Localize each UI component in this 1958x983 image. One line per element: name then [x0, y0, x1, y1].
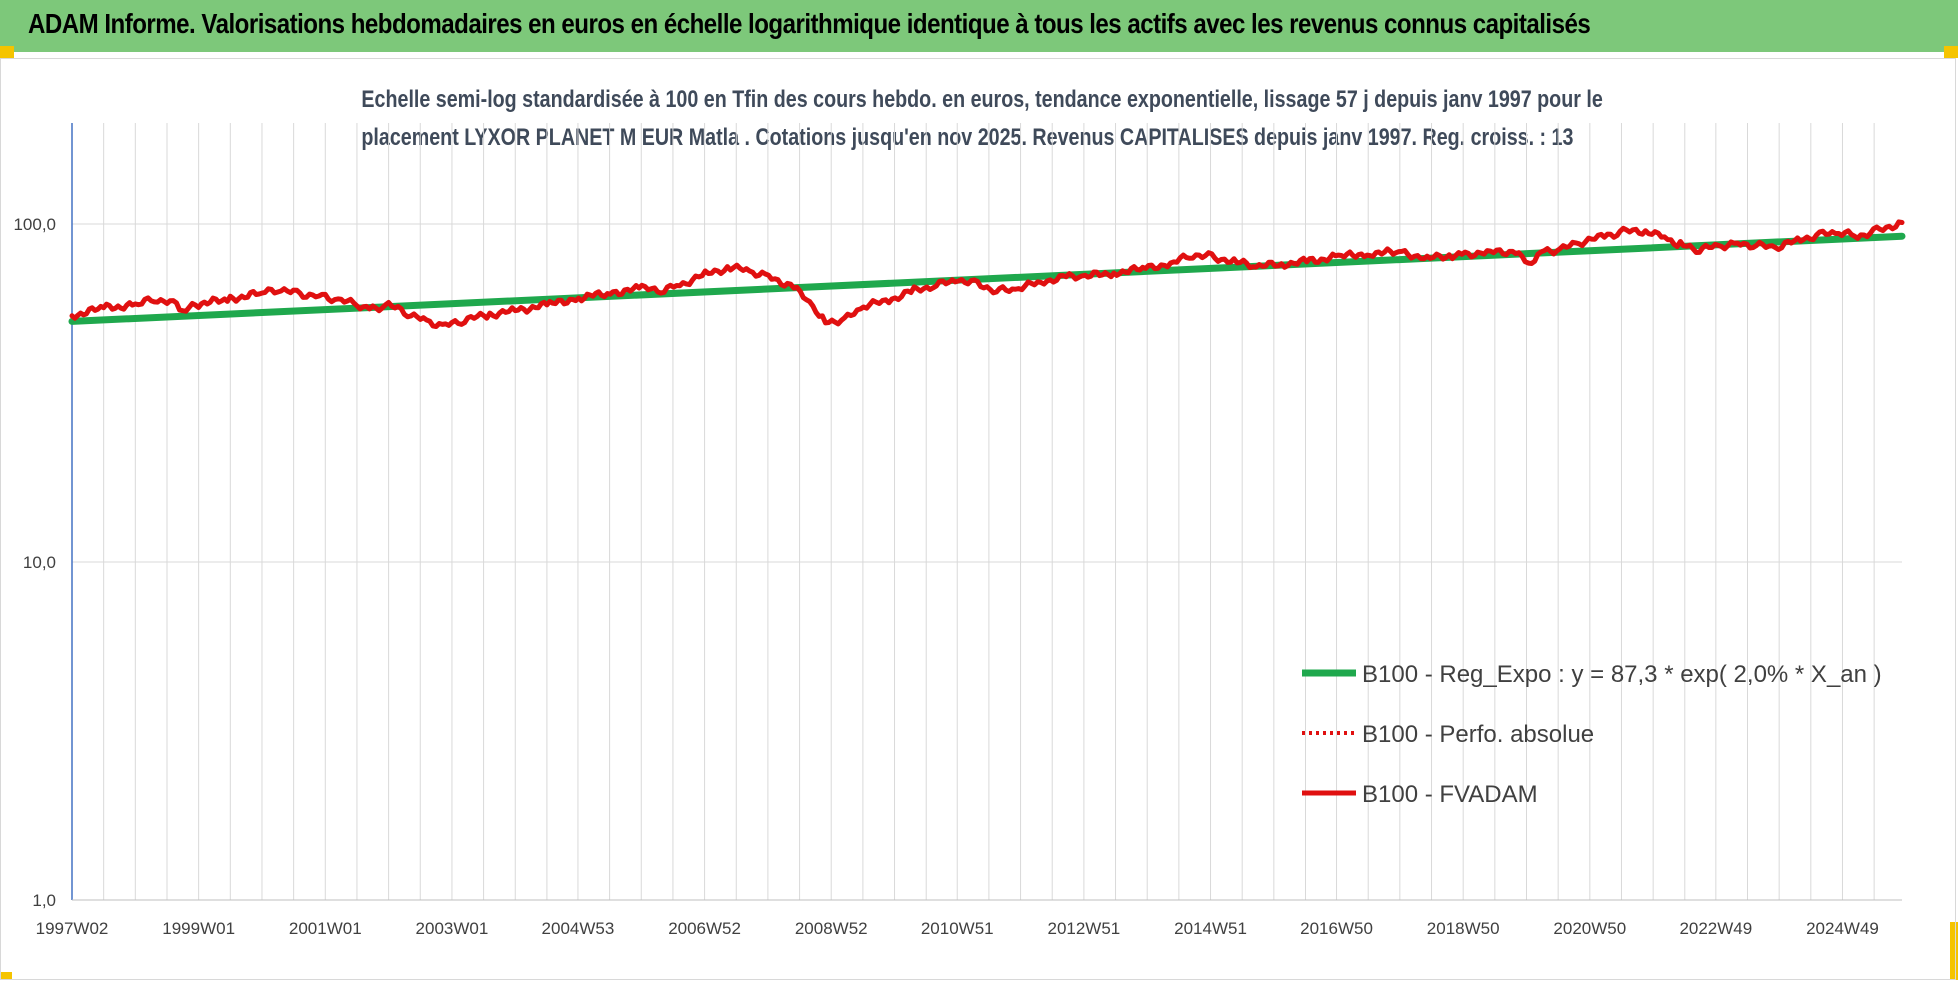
chart-title-line-2: placement LYXOR PLANET M EUR Matla . Cot…: [361, 124, 1574, 151]
x-tick-label: 1999W01: [162, 919, 235, 938]
legend-label: B100 - Perfo. absolue: [1362, 721, 1594, 748]
x-tick-label: 2008W52: [795, 919, 868, 938]
x-tick-label: 2022W49: [1679, 919, 1752, 938]
x-tick-label: 2016W50: [1300, 919, 1373, 938]
legend: B100 - Reg_Expo : y = 87,3 * exp( 2,0% *…: [1302, 661, 1882, 808]
x-tick-label: 1997W02: [36, 919, 109, 938]
series-line-3: [69, 219, 1905, 329]
x-tick-label: 2001W01: [289, 919, 362, 938]
x-tick-label: 2010W51: [921, 919, 994, 938]
banner-title: ADAM Informe. Valorisations hebdomadaire…: [28, 8, 1591, 39]
y-tick-label: 100,0: [13, 215, 56, 234]
corner-mark-bottom-left: [0, 972, 12, 980]
x-tick-label: 2006W52: [668, 919, 741, 938]
y-tick-label: 1,0: [32, 891, 56, 910]
legend-label: B100 - FVADAM: [1362, 781, 1538, 808]
corner-mark-top-left: [0, 46, 14, 58]
x-tick-label: 2024W49: [1806, 919, 1879, 938]
axes: 1,0 10,0 100,0 1997W02 1999W01 2001W01 2003W01…: [13, 123, 1902, 938]
legend-label: B100 - Reg_Expo : y = 87,3 * exp( 2,0% *…: [1362, 661, 1882, 688]
x-tick-label: 2020W50: [1553, 919, 1626, 938]
corner-mark-top-right: [1944, 46, 1958, 58]
series-line-1: [68, 232, 1906, 325]
chart-title-line-1: Echelle semi-log standardisée à 100 en T…: [361, 86, 1603, 113]
gridlines: [72, 123, 1902, 901]
x-tick-label: 2018W50: [1427, 919, 1500, 938]
series-layer: [68, 219, 1906, 329]
x-tick-label: 2004W53: [542, 919, 615, 938]
x-tick-label: 2014W51: [1174, 919, 1247, 938]
x-tick-label: 2003W01: [416, 919, 489, 938]
title-banner: ADAM Informe. Valorisations hebdomadaire…: [0, 0, 1958, 52]
x-tick-label: 2012W51: [1047, 919, 1120, 938]
y-tick-label: 10,0: [23, 553, 56, 572]
corner-mark-bottom-right: [1950, 922, 1958, 980]
chart-frame: [0, 58, 1956, 980]
